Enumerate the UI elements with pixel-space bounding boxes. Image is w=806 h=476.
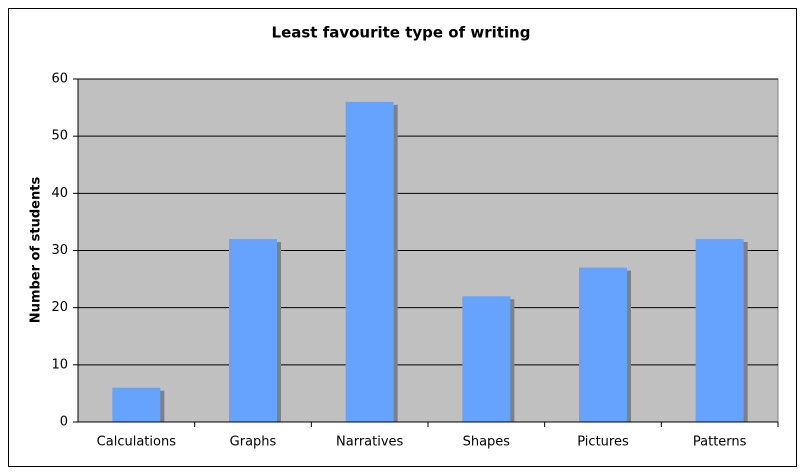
y-tick-label: 30 [51, 243, 68, 258]
x-tick-label: Shapes [463, 435, 511, 450]
y-tick-label: 0 [60, 415, 68, 430]
y-tick-label: 10 [51, 357, 68, 372]
bar [695, 239, 744, 422]
bar [345, 101, 394, 422]
y-tick-label: 40 [51, 186, 68, 201]
x-tick-label: Patterns [693, 435, 747, 450]
x-tick-label: Pictures [577, 435, 629, 450]
x-tick-label: Narratives [336, 435, 404, 450]
y-axis-title: Number of students [29, 177, 44, 324]
bar [579, 267, 627, 422]
chart-title: Least favourite type of writing [272, 24, 531, 42]
bar [112, 387, 161, 422]
bar [229, 239, 277, 422]
y-tick-label: 50 [51, 129, 68, 144]
y-tick-label: 60 [51, 72, 68, 87]
bar [462, 296, 511, 422]
x-tick-label: Calculations [97, 435, 177, 450]
y-tick-label: 20 [51, 300, 68, 315]
x-tick-label: Graphs [230, 435, 277, 450]
